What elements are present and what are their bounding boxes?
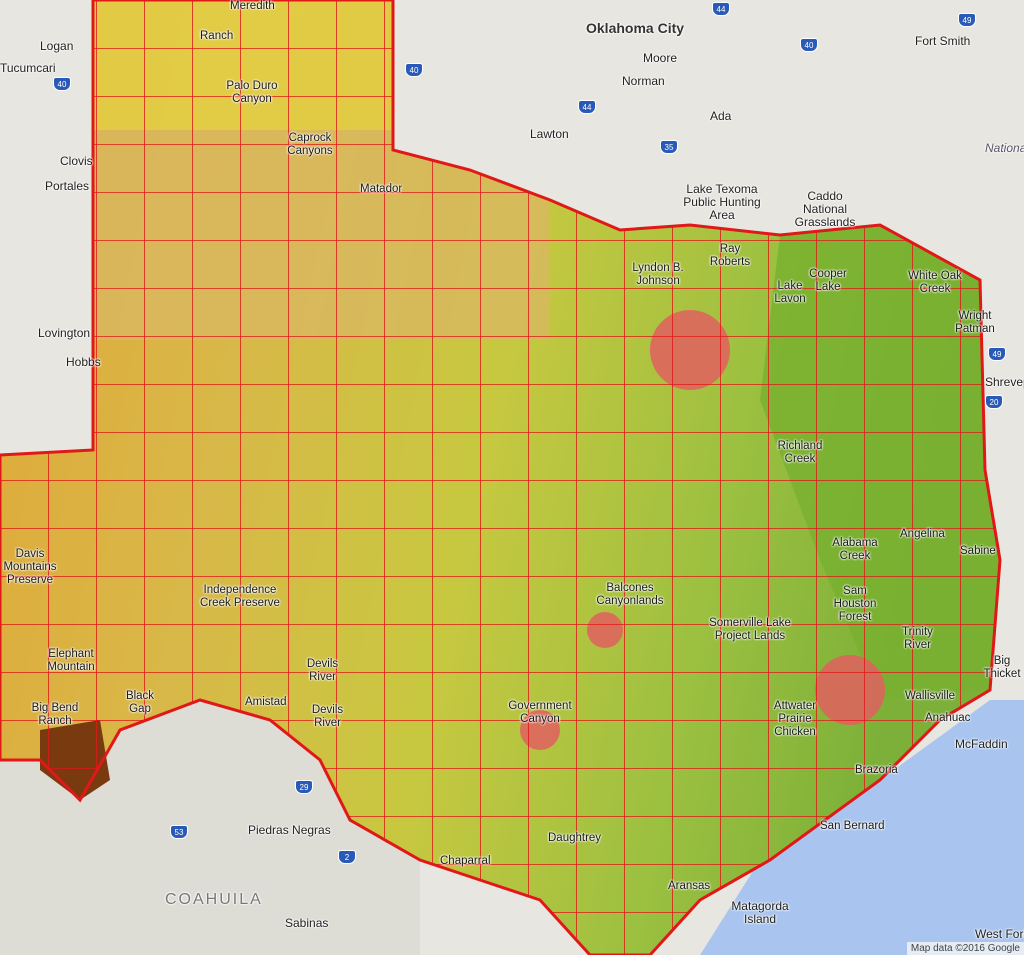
- city-label: Norman: [622, 74, 665, 88]
- city-label: Moore: [643, 51, 678, 65]
- highway-shield-icon: 40: [405, 63, 423, 77]
- park-label: Anahuac: [925, 712, 971, 724]
- park-label: Lyndon B. Johnson: [632, 262, 684, 287]
- park-label: Amistad: [245, 696, 287, 708]
- park-label: Daughtrey: [548, 832, 602, 844]
- park-label: White Oak Creek: [908, 270, 962, 295]
- highway-shield-icon: 49: [988, 347, 1006, 361]
- map-attribution[interactable]: Map data ©2016 Google: [906, 942, 1024, 955]
- park-label: Wallisville: [905, 690, 956, 702]
- park-label: Elephant Mountain: [47, 648, 95, 673]
- highway-shield-icon: 40: [53, 77, 71, 91]
- park-label: Ray Roberts: [709, 243, 751, 268]
- highway-shield-icon: 49: [958, 13, 976, 27]
- park-label: Black Gap: [125, 690, 155, 715]
- highway-shield-icon: 44: [712, 2, 730, 16]
- park-label: Cooper Lake: [809, 268, 847, 293]
- place-label: National: [985, 141, 1024, 155]
- park-label: Davis Mountains Preserve: [3, 548, 57, 586]
- park-label: Angelina: [900, 528, 945, 540]
- park-label: Wright Patman: [955, 310, 995, 335]
- city-label: Clovis: [60, 154, 93, 168]
- county-grid: [0, 0, 1002, 955]
- park-label: Alabama Creek: [832, 537, 878, 562]
- place-label: Lake Texoma Public Hunting Area: [683, 182, 761, 222]
- highway-shield-icon: 29: [295, 780, 313, 794]
- park-label: Sam Houston Forest: [833, 585, 877, 623]
- park-label: Big Thicket: [983, 655, 1021, 680]
- place-label: Matagorda Island: [731, 899, 789, 926]
- city-label: Fort Smith: [915, 34, 971, 48]
- city-label: Shreveport: [985, 375, 1024, 389]
- park-label: Devils River: [306, 658, 339, 683]
- park-label: Attwater Prairie Chicken: [773, 700, 817, 738]
- city-label: Lovington: [38, 326, 91, 340]
- park-label: Aransas: [668, 880, 711, 892]
- highway-shield-icon: 53: [170, 825, 188, 839]
- park-label: Government Canyon: [508, 700, 572, 725]
- park-label: Big Bend Ranch: [31, 702, 79, 727]
- gulf-of-mexico: [700, 700, 1024, 955]
- city-label: Logan: [40, 39, 74, 53]
- park-label: San Bernard: [820, 820, 885, 832]
- highway-shield-icon: 40: [800, 38, 818, 52]
- city-label: Ada: [710, 109, 732, 123]
- city-label: Lawton: [530, 127, 569, 141]
- place-label: West Fork: [975, 927, 1024, 941]
- region-label: COAHUILA: [165, 891, 263, 908]
- park-label: Independence Creek Preserve: [200, 584, 280, 609]
- park-label: Ranch: [200, 30, 234, 42]
- park-label: Lake Lavon: [774, 280, 806, 305]
- park-label: Trinity River: [902, 626, 933, 651]
- city-label: Portales: [45, 179, 90, 193]
- highway-shield-icon: 44: [578, 100, 596, 114]
- park-label: Balcones Canyonlands: [596, 582, 664, 607]
- park-label: Chaparral: [440, 855, 491, 867]
- park-label: Richland Creek: [777, 440, 823, 465]
- highway-shield-icon: 20: [985, 395, 1003, 409]
- highway-shield-icon: 2: [338, 850, 356, 864]
- city-label: Sabinas: [285, 916, 329, 930]
- city-label: Oklahoma City: [586, 20, 685, 36]
- highway-shield-icon: 35: [660, 140, 678, 154]
- park-label: Brazoria: [855, 764, 898, 776]
- park-label: Sabine: [960, 545, 996, 557]
- place-label: Caddo National Grasslands: [794, 189, 856, 229]
- park-label: Palo Duro Canyon: [226, 80, 278, 105]
- park-label: Caprock Canyons: [287, 132, 333, 157]
- park-label: Devils River: [311, 704, 344, 729]
- city-label: Hobbs: [66, 355, 101, 369]
- city-label: Tucumcari: [0, 61, 56, 75]
- park-label: Meredith: [230, 0, 275, 12]
- park-label: Matador: [360, 183, 403, 195]
- park-label: Somerville Lake Project Lands: [709, 617, 791, 642]
- city-label: Piedras Negras: [248, 823, 331, 837]
- city-label: McFaddin: [955, 737, 1008, 751]
